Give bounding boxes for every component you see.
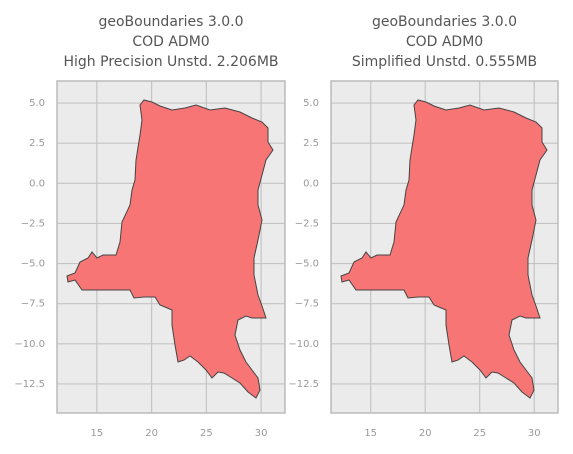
x-tick-label: 25 [473, 428, 486, 439]
y-tick-label: −2.5 [295, 218, 319, 229]
y-tick-label: −2.5 [21, 218, 45, 229]
x-tick-label: 30 [255, 428, 268, 439]
x-tick-label: 30 [528, 428, 541, 439]
chart-title: COD ADM0 [406, 34, 483, 50]
y-tick-label: 0.0 [303, 178, 319, 189]
y-tick-label: −5.0 [295, 259, 319, 270]
x-tick-label: 20 [419, 428, 432, 439]
y-tick-label: −7.5 [21, 299, 45, 310]
y-tick-label: 5.0 [29, 98, 45, 109]
x-tick-label: 20 [145, 428, 158, 439]
y-tick-label: −10.0 [14, 339, 45, 350]
chart-title: geoBoundaries 3.0.0 [98, 14, 243, 30]
x-tick-label: 15 [364, 428, 377, 439]
chart-title: High Precision Unstd. 2.206MB [64, 54, 279, 70]
plot-frame [56, 80, 286, 414]
y-tick-label: 0.0 [29, 178, 45, 189]
y-tick-label: −7.5 [295, 299, 319, 310]
y-tick-label: −10.0 [288, 339, 319, 350]
y-tick-label: −5.0 [21, 259, 45, 270]
y-tick-label: −12.5 [288, 379, 319, 390]
chart-title: COD ADM0 [132, 34, 209, 50]
plot-frame [330, 80, 559, 414]
chart-title: geoBoundaries 3.0.0 [372, 14, 517, 30]
y-tick-label: 2.5 [29, 138, 45, 149]
chart-title: Simplified Unstd. 0.555MB [352, 54, 537, 70]
x-tick-label: 15 [90, 428, 103, 439]
y-tick-label: −12.5 [14, 379, 45, 390]
y-tick-label: 5.0 [303, 98, 319, 109]
y-tick-label: 2.5 [303, 138, 319, 149]
x-tick-label: 25 [200, 428, 213, 439]
